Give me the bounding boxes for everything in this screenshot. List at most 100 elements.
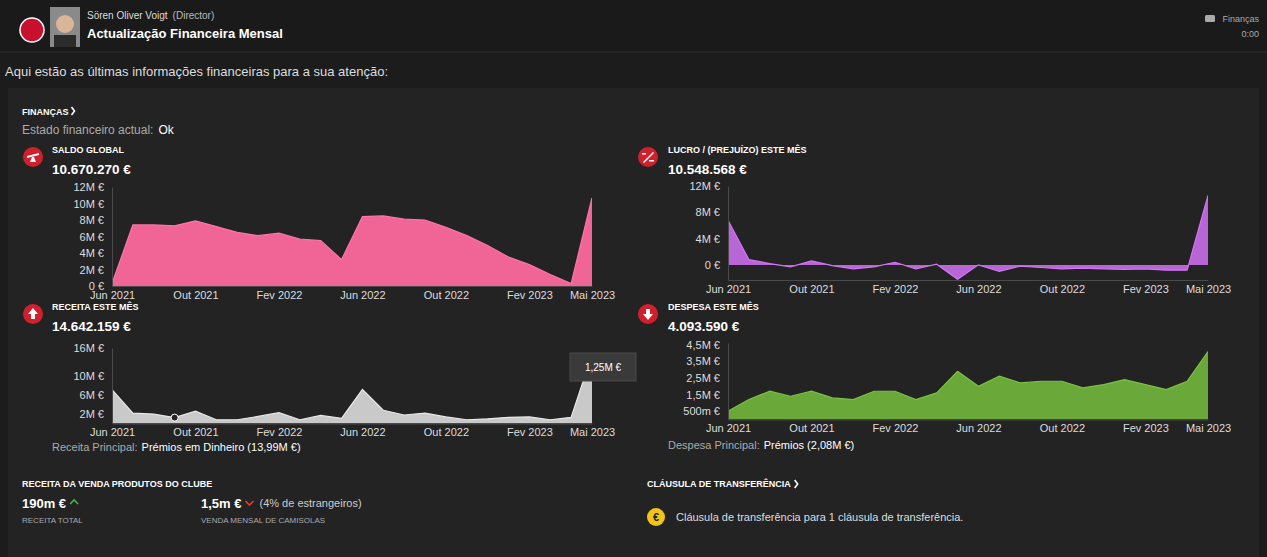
tick-label: 6M € [80, 389, 104, 401]
tick: 12M € [73, 181, 112, 193]
tick: Mai 2023 [1186, 280, 1231, 295]
chart-value: 10.670.270 € [52, 162, 131, 177]
tick: 16M € [73, 342, 112, 354]
chevron [70, 500, 78, 504]
area-edge [112, 198, 592, 284]
tick-label: 500m € [683, 405, 720, 417]
tick-label: 8M € [696, 206, 720, 218]
tick-label: 10M € [73, 198, 104, 210]
axis-line [728, 344, 729, 421]
tick-label: Mai 2023 [1186, 422, 1231, 434]
footer-value: Prémios (2,08M €) [764, 439, 854, 451]
merch-total: 190m € [22, 496, 66, 511]
tick: 0 € [705, 259, 728, 271]
chart-icon-glyph [27, 153, 39, 162]
chart-panel: LUCRO / (PREJUÍZO) ESTE MÊS10.548.568 €0… [638, 144, 1231, 295]
merch-note: (4% de estrangeiros) [259, 497, 361, 509]
tooltip-box [570, 353, 636, 381]
tick: Out 2021 [789, 280, 834, 295]
tick: 10M € [73, 370, 112, 382]
tick: Out 2021 [173, 424, 218, 439]
axis-line [728, 187, 729, 281]
tick: Out 2022 [424, 286, 469, 301]
chart-panel: SALDO GLOBAL10.670.270 €0 €2M €4M €6M €8… [23, 145, 615, 301]
tick-label: Mai 2023 [570, 426, 615, 438]
tick-label: Jun 2022 [956, 422, 1001, 434]
x-axis: Jun 2021Out 2021Fev 2022Jun 2022Out 2022… [706, 280, 1231, 295]
tick: Out 2021 [173, 286, 218, 301]
chart-panel: DESPESA ESTE MÊS4.093.590 €500m €1,5M €2… [638, 301, 1231, 451]
clause: CLÁUSULA DE TRANSFERÊNCIA€Cláusula de tr… [647, 478, 963, 526]
tick-label: 3,5M € [686, 355, 720, 367]
tick: 6M € [80, 231, 112, 243]
tick: Jun 2021 [706, 420, 751, 435]
tick: Out 2022 [1040, 280, 1085, 295]
tick-label: 0 € [705, 259, 720, 271]
tick: Fev 2023 [1123, 420, 1169, 435]
plot-marks [112, 198, 592, 286]
axis-line [729, 420, 1209, 421]
tick-label: Fev 2023 [507, 426, 553, 438]
chart-title: SALDO GLOBAL [52, 145, 124, 155]
tick-label: 4M € [80, 247, 104, 259]
tick-label: 12M € [689, 180, 720, 192]
tick: 3,5M € [686, 355, 728, 367]
tick-label: 2M € [80, 264, 104, 276]
axis-line [113, 286, 593, 287]
axis-line [113, 424, 593, 425]
tick: 4M € [80, 247, 112, 259]
tick-label: Jun 2021 [706, 283, 751, 295]
tick-label: 1,5M € [686, 389, 720, 401]
merch-total-label: RECEITA TOTAL [22, 516, 83, 525]
tooltip: 1,25M € [570, 353, 636, 381]
tick: Jun 2021 [706, 280, 751, 295]
tick: Fev 2023 [507, 286, 553, 301]
merch-title: RECEITA DA VENDA PRODUTOS DO CLUBE [22, 479, 212, 489]
tag: Finanças [1222, 14, 1259, 24]
role: (Director) [173, 10, 215, 21]
clause-title: CLÁUSULA DE TRANSFERÊNCIA [647, 478, 791, 489]
tick-label: Out 2021 [789, 422, 834, 434]
tick: 8M € [80, 214, 112, 226]
x-axis: Jun 2021Out 2021Fev 2022Jun 2022Out 2022… [706, 420, 1231, 435]
axis-line [729, 280, 1209, 281]
tick: Out 2022 [424, 424, 469, 439]
y-axis: 0 €2M €4M €6M €8M €10M €12M € [73, 181, 112, 292]
tick: Out 2021 [789, 420, 834, 435]
chart-title: RECEITA ESTE MÊS [52, 301, 139, 312]
canvas: Sören Oliver Voigt(Director)Actualização… [0, 0, 1267, 557]
chevron [72, 107, 75, 115]
chart-icon-glyph [642, 152, 654, 163]
chevron [245, 501, 253, 505]
club-logo [20, 18, 44, 42]
tick: Fev 2022 [257, 424, 303, 439]
tick: Jun 2022 [956, 420, 1001, 435]
header: Sören Oliver Voigt(Director)Actualização… [20, 7, 1259, 47]
tag-icon [1205, 15, 1215, 22]
tick: Mai 2023 [570, 286, 615, 301]
tick-label: Out 2021 [173, 426, 218, 438]
area [112, 198, 592, 286]
tick-label: Jun 2022 [340, 426, 385, 438]
tick-label: Fev 2022 [257, 289, 303, 301]
area-edge [728, 351, 1208, 411]
tick: 500m € [683, 405, 728, 417]
tick-label: Fev 2023 [1123, 422, 1169, 434]
hover-point [171, 414, 178, 421]
tick-label: Jun 2022 [340, 289, 385, 301]
tick-label: Fev 2022 [257, 426, 303, 438]
tick-label: 2M € [80, 408, 104, 420]
tick: Jun 2022 [340, 286, 385, 301]
tick-label: Fev 2022 [873, 283, 919, 295]
y-axis: 2M € 6M € 10M € 16M € [73, 342, 112, 424]
merch-monthly-label: VENDA MENSAL DE CAMISOLAS [201, 516, 325, 525]
background [0, 0, 1267, 557]
tick-label: Fev 2023 [1123, 283, 1169, 295]
status-label: Estado financeiro actual: [22, 123, 153, 137]
tick: 2M € [80, 408, 112, 420]
tick: Fev 2022 [873, 420, 919, 435]
tick: 8M € [696, 206, 728, 218]
time: 0:00 [1241, 29, 1259, 39]
footer-label: Despesa Principal: [668, 439, 760, 451]
tick-label: Out 2021 [789, 283, 834, 295]
